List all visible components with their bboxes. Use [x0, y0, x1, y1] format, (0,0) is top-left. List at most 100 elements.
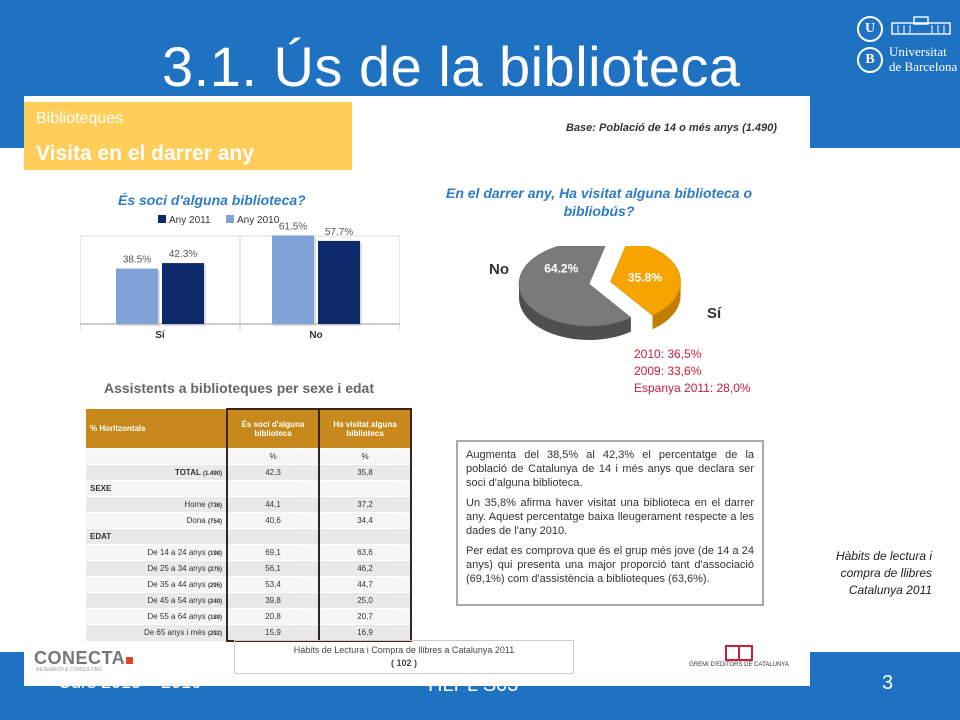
bar-value-label: 38.5%	[123, 255, 151, 266]
row-sample-size: (198)	[207, 551, 222, 557]
summary-textbox: Augmenta del 38,5% al 42,3% el percentat…	[456, 440, 764, 606]
pie-slice-side	[652, 281, 681, 330]
category-label: Sí	[155, 330, 166, 341]
table-row: TOTAL (1.490) 42,3 35,8	[86, 464, 412, 481]
cell-soci: 15,9	[226, 624, 320, 642]
bar	[116, 268, 158, 324]
course-label: Curs 2015 – 2016	[58, 672, 202, 692]
table-row-label: SEXE	[86, 480, 227, 497]
cell-visitat	[318, 528, 412, 545]
conecta-tagline: RESEARCH & CONSULTING	[36, 667, 103, 673]
row-sample-size: (189)	[207, 615, 222, 621]
conecta-logo-text: CONECTA	[34, 648, 126, 668]
row-sample-size: (292)	[207, 631, 222, 638]
row-label-text: SEXE	[90, 484, 112, 493]
table-row: De 55 a 64 anys (189) 20,8 20,7	[86, 608, 412, 625]
table-units-soci: %	[226, 448, 320, 465]
logo-text-line2: de Barcelona	[889, 59, 958, 74]
pie-value-label: 64.2%	[544, 262, 578, 276]
source-text: Hàbits de Lectura i Compra de llibres a …	[293, 645, 515, 655]
report-heading: Visita en el darrer any	[36, 142, 254, 165]
logo-seal-u: U	[857, 16, 883, 42]
bar	[318, 240, 360, 324]
table-units-row: % %	[86, 448, 412, 465]
row-sample-size: (1.490)	[202, 471, 222, 477]
row-sample-size: (736)	[207, 503, 222, 509]
table-row: EDAT	[86, 528, 412, 545]
table-row-label: TOTAL (1.490)	[86, 464, 227, 481]
table-row: De 35 a 44 anys (295) 53,4 44,7	[86, 576, 412, 593]
cell-visitat: 34,4	[318, 512, 412, 529]
row-label-text: Dona	[186, 516, 206, 525]
table-row: Home (736) 44,1 37,2	[86, 496, 412, 513]
pie-notes: 2010: 36,5% 2009: 33,6% Espanya 2011: 28,0…	[634, 346, 774, 397]
conecta-logo: CONECTA	[34, 648, 134, 669]
bar-value-label: 42.3%	[169, 249, 197, 260]
table-row-label: De 25 a 34 anys (275)	[86, 560, 227, 577]
table-row: Dona (754) 40,6 34,4	[86, 512, 412, 529]
cell-soci: 20,8	[226, 608, 320, 625]
cell-visitat: 37,2	[318, 496, 412, 513]
row-label-text: Home	[184, 500, 206, 509]
cell-soci: 53,4	[226, 576, 320, 593]
legend-label: Any 2011	[169, 215, 211, 226]
cell-soci: 42,3	[226, 464, 320, 481]
data-table: % Horitzontals És soci d'alguna bibliote…	[86, 408, 412, 642]
source-page: ( 102 )	[390, 658, 417, 668]
pie-category-label: Sí	[707, 305, 722, 322]
row-label-text: De 35 a 44 anys	[147, 580, 206, 589]
row-label-text: EDAT	[90, 532, 112, 541]
row-label-text: TOTAL	[174, 468, 201, 477]
bar-value-label: 57.7%	[325, 227, 353, 238]
summary-paragraph: Augmenta del 38,5% al 42,3% el percentat…	[466, 449, 754, 489]
summary-paragraph: Per edat es comprova que és el grup més …	[466, 545, 754, 585]
cell-soci	[226, 480, 320, 497]
bar-value-label: 61.5%	[279, 221, 307, 232]
cell-soci: 39,8	[226, 592, 320, 609]
legend-swatch	[158, 215, 166, 223]
row-sample-size: (240)	[207, 599, 222, 605]
legend-label: Any 2010	[237, 215, 280, 226]
course-code: HLPL S03	[428, 674, 519, 696]
row-sample-size: (754)	[207, 519, 222, 525]
table-row: De 45 a 54 anys (240) 39,8 25,0	[86, 592, 412, 609]
table-row-label: EDAT	[86, 528, 227, 545]
cell-visitat: 35,8	[318, 464, 412, 481]
logo-text-line1: Universitat	[889, 44, 947, 59]
pie-slice-side	[519, 284, 631, 340]
logo-seal-b: B	[857, 47, 883, 73]
table-row: SEXE	[86, 480, 412, 497]
table-header-soci: És soci d'alguna biblioteca	[226, 408, 320, 449]
pie-note: Espanya 2011: 28,0%	[634, 381, 751, 395]
cell-soci: 40,6	[226, 512, 320, 529]
university-logo: U B Universitat de Barcelona	[852, 10, 958, 76]
row-label-text: De 14 a 24 anys	[147, 548, 206, 557]
slide-title: 3.1. Ús de la biblioteca	[162, 35, 741, 98]
table-units-visitat: %	[318, 448, 412, 465]
pie-slice	[610, 246, 681, 316]
report-image: Biblioteques Visita en el darrer any Bas…	[24, 96, 810, 686]
summary-paragraph: Un 35,8% afirma haver visitat una biblio…	[466, 497, 754, 537]
row-label-text: De 55 a 64 anys	[147, 612, 206, 621]
cell-visitat: 44,7	[318, 576, 412, 593]
row-sample-size: (275)	[207, 567, 222, 573]
cell-visitat: 46,2	[318, 560, 412, 577]
category-label: No	[309, 330, 322, 341]
table-row-label: Home (736)	[86, 496, 227, 513]
cell-visitat: 63,6	[318, 544, 412, 561]
bar	[272, 235, 314, 324]
cell-visitat: 20,7	[318, 608, 412, 625]
pie-slice	[518, 246, 632, 327]
pie-note: 2010: 36,5%	[634, 347, 702, 361]
cell-soci: 56,1	[226, 560, 320, 577]
pie-note: 2009: 33,6%	[634, 364, 702, 378]
row-label-text: De 45 a 54 anys	[147, 596, 206, 605]
table-row-label: De 55 a 64 anys (189)	[86, 608, 227, 625]
table-row: De 65 anys i més (292) 15,9 16,9	[86, 624, 412, 642]
pie-chart-title: En el darrer any, Ha visitat alguna bibl…	[445, 185, 753, 219]
report-header-box: Biblioteques Visita en el darrer any	[24, 102, 352, 170]
cell-soci	[226, 528, 320, 545]
bar-chart: Any 2011 Any 2010 38.5% 42.3% Sí 61.5% 57.7% No	[80, 215, 400, 341]
cell-visitat: 16,9	[318, 624, 412, 642]
base-note: Base: Població de 14 o més anys (1.490)	[566, 122, 777, 134]
